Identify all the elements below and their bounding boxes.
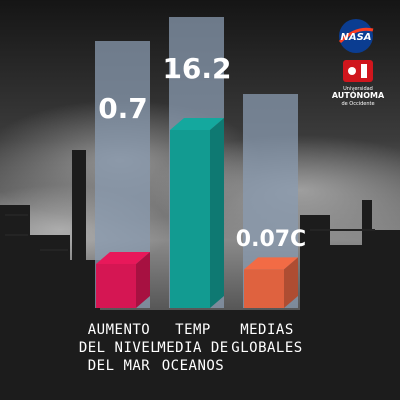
bar-top-2 <box>244 257 298 270</box>
nasa-logo: NASA <box>338 19 374 53</box>
bar-top-0 <box>96 251 150 264</box>
bar-2 <box>244 269 284 308</box>
bar-side-0 <box>136 251 150 308</box>
category-label-1-line-0: TEMP <box>175 322 211 338</box>
bar-side-1 <box>210 118 224 308</box>
value-label-1: 16.2 <box>162 52 231 85</box>
university-logo-line3: de Occidente <box>341 101 374 107</box>
category-label-2-line-0: MEDIAS <box>240 322 294 338</box>
value-label-0: 0.7 <box>98 92 148 125</box>
bar-0 <box>96 263 136 308</box>
category-label-1-line-2: OCEANOS <box>162 358 225 374</box>
category-label-1-line-1: MEDIA DE <box>157 340 228 356</box>
university-logo-line2: AUTÓNOMA <box>332 89 385 100</box>
university-logo-line1: Universidad <box>343 86 373 92</box>
category-label-0-line-1: DEL NIVEL <box>79 340 159 356</box>
category-label-0-line-2: DEL MAR <box>88 358 151 374</box>
university-logo: Universidad AUTÓNOMA de Occidente <box>332 60 385 107</box>
value-labels: 0.7 16.2 0.07C <box>98 52 306 252</box>
bar-top-1 <box>170 118 224 130</box>
category-label-2-line-1: GLOBALES <box>231 340 302 356</box>
bar-side-2 <box>284 257 298 308</box>
bar-1 <box>170 130 210 308</box>
category-labels: AUMENTO DEL NIVEL DEL MAR TEMP MEDIA DE OCEAN… <box>79 322 302 374</box>
value-label-2: 0.07C <box>236 227 306 252</box>
category-label-0-line-0: AUMENTO <box>88 322 151 338</box>
nasa-logo-text: NASA <box>340 32 371 43</box>
bars <box>95 17 298 308</box>
